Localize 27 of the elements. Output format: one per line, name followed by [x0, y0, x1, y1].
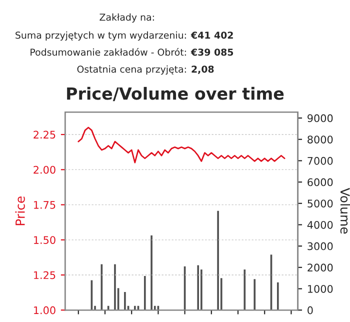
y-tick-label: 2.00 [34, 166, 56, 174]
text: Suma przyjętych w tym wydarzeniu: [16, 31, 186, 41]
y2-tick-label: 0 [308, 306, 313, 314]
y2-tick-label: 9000 [308, 114, 333, 122]
line-series [78, 126, 286, 164]
y-tick-label: 1.50 [34, 236, 56, 244]
y-tick-label: 1.00 [34, 306, 56, 314]
y2-tick-label: 3000 [308, 242, 333, 250]
y2-tick-label: 2000 [308, 264, 333, 272]
y-axis-title: Price [15, 196, 25, 226]
y2-tick-label: 1000 [308, 284, 333, 293]
y2-tick-label: 6000 [308, 178, 333, 186]
chart-title: Price/Volume over time [67, 86, 284, 102]
y-tick-label: 1.25 [34, 271, 56, 280]
y2-tick-label: 7000 [308, 156, 333, 165]
text: Ostatnia cena przyjęta: [77, 65, 186, 75]
y2-tick-label: 8000 [308, 136, 333, 144]
y-tick-label: 1.75 [34, 201, 56, 209]
y-tick-label: 2.25 [34, 130, 56, 139]
text: €41 402 [190, 32, 233, 39]
text: €39 085 [190, 48, 234, 56]
y2-tick-label: 5000 [308, 200, 333, 208]
y2-tick-label: 4000 [307, 220, 333, 229]
y2-axis-title: Volume [340, 188, 350, 234]
text: 2,08 [192, 66, 214, 74]
text: Zakłady na: [100, 13, 154, 23]
text: Podsumowanie zakładów - Obrót: [30, 48, 186, 56]
